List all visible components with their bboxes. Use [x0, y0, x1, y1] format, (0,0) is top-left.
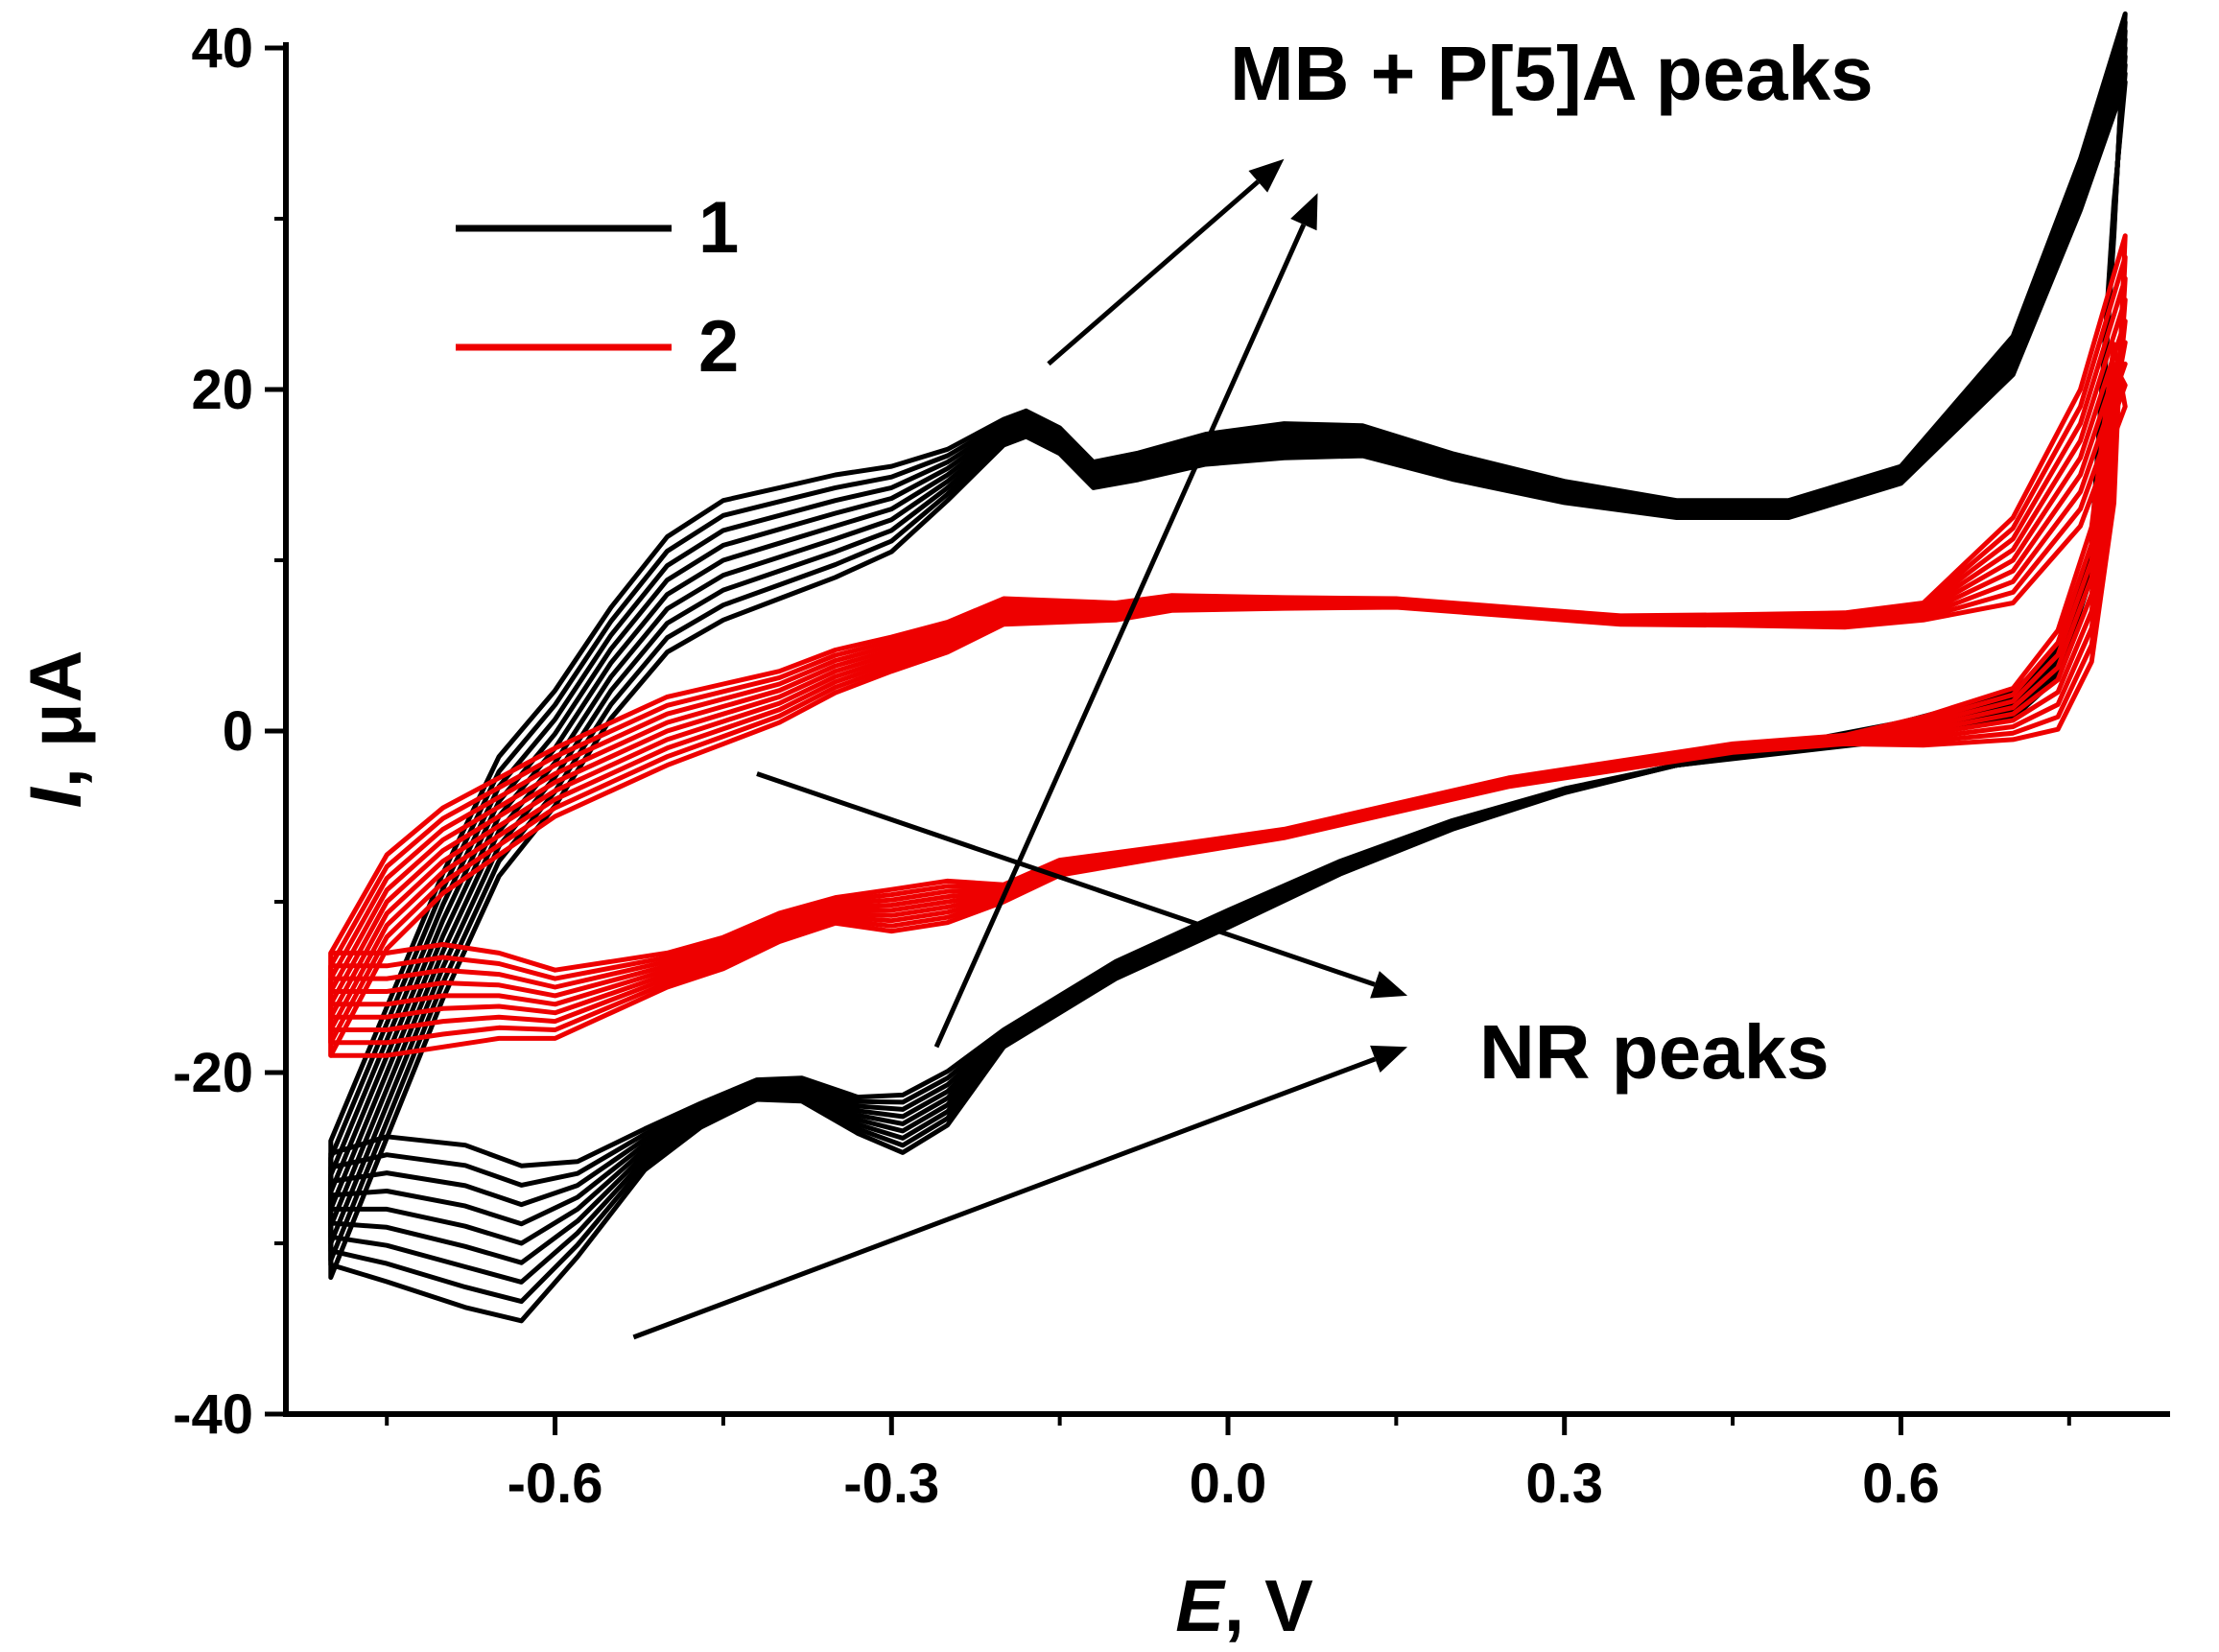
legend-label-series-1: 1 [698, 187, 739, 269]
arrow-shaft [1047, 179, 1260, 366]
arrow-shaft [933, 224, 1307, 1049]
x-axis-title: E, V [1175, 1566, 1313, 1647]
axes-layer: -0.6 -0.3 0.0 0.3 0.6 -40 -20 0 20 40 [173, 17, 2170, 1515]
x-tick-label: 0.0 [1190, 1452, 1267, 1515]
annotation-nr-peaks: NR peaks [1479, 1009, 1829, 1095]
arrows-layer [632, 158, 1408, 1340]
arrow-4 [632, 1045, 1408, 1340]
arrow-shaft [632, 1056, 1377, 1340]
x-tick-label: -0.3 [843, 1452, 939, 1515]
y-tick-label: -20 [173, 1042, 253, 1104]
series-2-cycle-2 [328, 362, 2128, 1046]
annotation-mb-p5a-peaks: MB + P[5]A peaks [1230, 31, 1874, 116]
x-tick-label: 0.3 [1525, 1452, 1603, 1515]
x-tick-label: 0.6 [1862, 1452, 1940, 1515]
arrow-head [1370, 971, 1408, 999]
y-tick-label: 40 [191, 17, 253, 80]
series-2-cycle-9 [328, 233, 2128, 1058]
series-1-cycle-7 [328, 28, 2128, 1285]
y-axis-symbol: I [15, 786, 97, 808]
series-2-cycle-3 [328, 361, 2128, 1032]
y-axis-title: I, μA [15, 650, 97, 809]
series-2 [328, 233, 2128, 1058]
y-tick-label: 20 [191, 359, 253, 421]
series-2-cycle-1 [328, 342, 2128, 1058]
x-axis-symbol: E [1175, 1566, 1226, 1647]
legend-label-series-2: 2 [698, 306, 739, 388]
y-axis-unit: , μA [15, 650, 97, 789]
series-layer [328, 11, 2128, 1324]
legend: 1 2 [456, 187, 739, 388]
arrow-head [1248, 158, 1285, 193]
arrow-3 [756, 771, 1408, 999]
x-axis-unit: , V [1224, 1566, 1313, 1647]
arrow-2 [933, 193, 1318, 1049]
arrow-shaft [756, 771, 1376, 987]
y-tick-label: 0 [223, 700, 253, 763]
x-tick-label: -0.6 [508, 1452, 603, 1515]
series-1 [328, 11, 2128, 1324]
series-1-cycle-9 [328, 11, 2128, 1324]
arrow-1 [1047, 158, 1285, 366]
y-tick-label: -40 [173, 1383, 253, 1446]
arrow-head [1370, 1045, 1408, 1073]
arrow-head [1290, 193, 1318, 231]
